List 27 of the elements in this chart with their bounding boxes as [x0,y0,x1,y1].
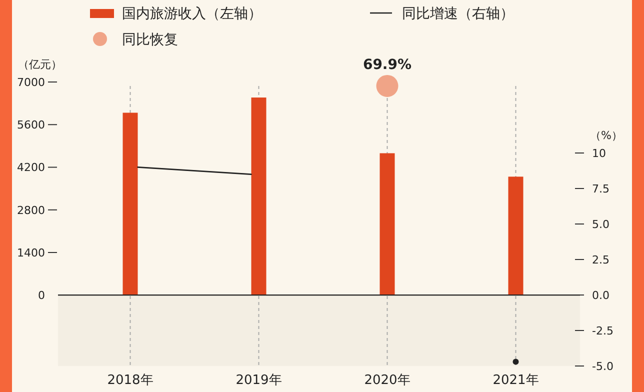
y-axis-title: （亿元） [18,58,62,71]
bar [380,153,395,296]
y-tick-label: 0 [38,289,45,302]
legend-label: 同比恢复 [122,32,178,48]
x-tick-label: 2018年 [107,373,154,388]
y2-tick-label: 10 [592,147,606,160]
bar [508,176,524,296]
y2-tick-label: 7.5 [592,182,610,196]
y2-tick-label: 5.0 [592,218,610,231]
y-tick-label: 1400 [17,246,45,260]
legend-label: 同比增速（右轴） [402,6,514,22]
y-tick-label: 2800 [17,204,45,217]
y2-axis-title: （%） [590,129,622,142]
bar [122,112,138,296]
y2-tick-label: 0.0 [592,289,610,302]
annotation: 69.9% [362,56,412,73]
y-tick-label: 4200 [17,161,45,174]
y2-tick-label: -5.0 [592,360,614,373]
y-tick-label: 7000 [17,76,45,89]
x-tick-label: 2020年 [364,373,410,388]
x-tick-label: 2019年 [236,373,282,388]
bar [251,98,266,296]
x-tick-label: 2021年 [492,373,539,388]
y-tick-label: 5600 [17,118,45,132]
legend-label: 国内旅游收入（左轴） [122,6,262,22]
y2-tick-label: -2.5 [592,324,614,338]
y2-tick-label: 2.5 [592,254,610,266]
